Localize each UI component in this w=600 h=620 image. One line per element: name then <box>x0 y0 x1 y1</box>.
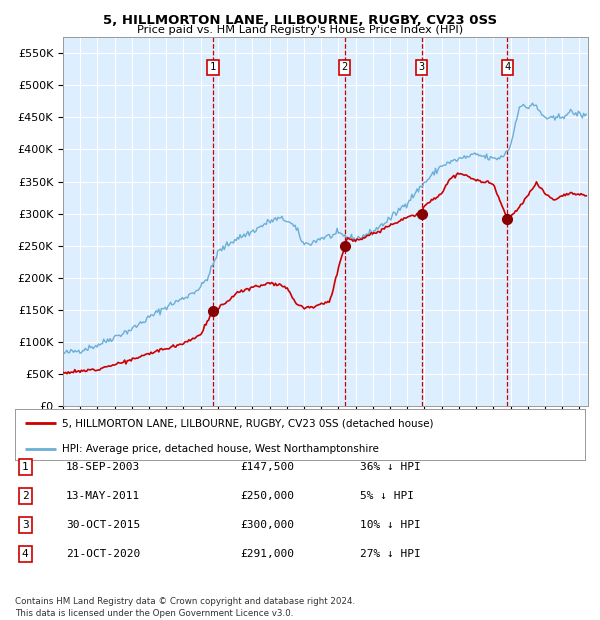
Text: 3: 3 <box>22 520 29 530</box>
Text: 13-MAY-2011: 13-MAY-2011 <box>66 491 140 501</box>
Text: 1: 1 <box>210 63 216 73</box>
Text: 30-OCT-2015: 30-OCT-2015 <box>66 520 140 530</box>
Text: 36% ↓ HPI: 36% ↓ HPI <box>360 462 421 472</box>
Text: 5, HILLMORTON LANE, LILBOURNE, RUGBY, CV23 0SS: 5, HILLMORTON LANE, LILBOURNE, RUGBY, CV… <box>103 14 497 27</box>
Text: £147,500: £147,500 <box>240 462 294 472</box>
Text: 27% ↓ HPI: 27% ↓ HPI <box>360 549 421 559</box>
Text: £291,000: £291,000 <box>240 549 294 559</box>
Text: 4: 4 <box>504 63 511 73</box>
Text: 5, HILLMORTON LANE, LILBOURNE, RUGBY, CV23 0SS (detached house): 5, HILLMORTON LANE, LILBOURNE, RUGBY, CV… <box>62 418 433 428</box>
Text: HPI: Average price, detached house, West Northamptonshire: HPI: Average price, detached house, West… <box>62 444 379 454</box>
Text: 2: 2 <box>341 63 348 73</box>
Text: 18-SEP-2003: 18-SEP-2003 <box>66 462 140 472</box>
Text: 3: 3 <box>418 63 425 73</box>
Text: Contains HM Land Registry data © Crown copyright and database right 2024.: Contains HM Land Registry data © Crown c… <box>15 597 355 606</box>
Text: 10% ↓ HPI: 10% ↓ HPI <box>360 520 421 530</box>
Text: £250,000: £250,000 <box>240 491 294 501</box>
Text: 21-OCT-2020: 21-OCT-2020 <box>66 549 140 559</box>
Text: 5% ↓ HPI: 5% ↓ HPI <box>360 491 414 501</box>
Text: £300,000: £300,000 <box>240 520 294 530</box>
Text: Price paid vs. HM Land Registry's House Price Index (HPI): Price paid vs. HM Land Registry's House … <box>137 25 463 35</box>
Text: 2: 2 <box>22 491 29 501</box>
Text: 4: 4 <box>22 549 29 559</box>
Text: 1: 1 <box>22 462 29 472</box>
Text: This data is licensed under the Open Government Licence v3.0.: This data is licensed under the Open Gov… <box>15 608 293 618</box>
